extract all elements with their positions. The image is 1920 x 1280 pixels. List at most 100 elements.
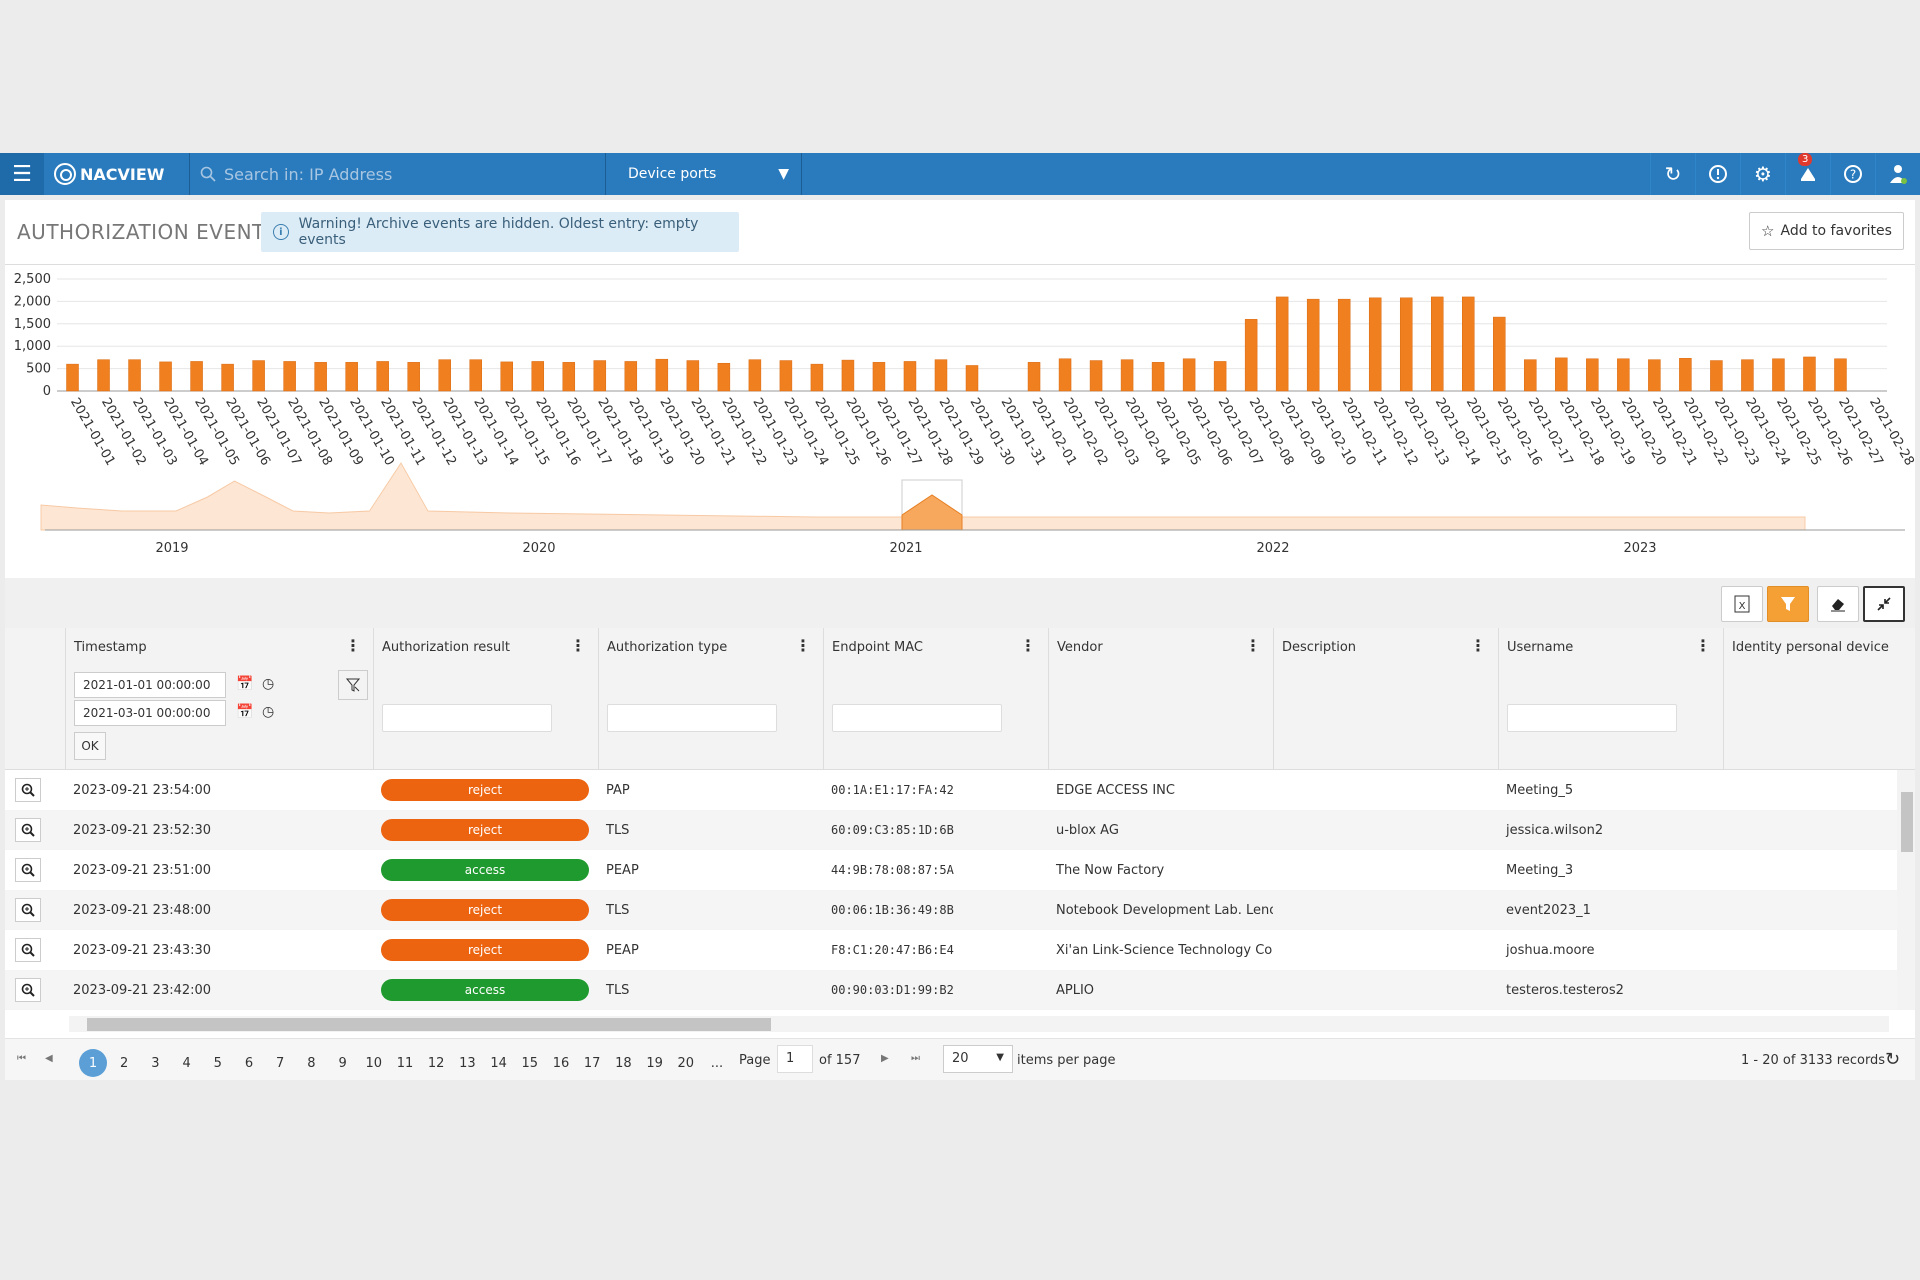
page-number[interactable]: 18 — [615, 1055, 632, 1071]
chart-bar[interactable] — [531, 361, 545, 392]
chart-bar[interactable] — [934, 359, 948, 392]
filter-input[interactable] — [607, 704, 777, 732]
export-excel-button[interactable]: X — [1721, 586, 1763, 622]
search-bar[interactable] — [190, 153, 606, 195]
next-page-icon[interactable]: ▶ — [881, 1053, 889, 1064]
page-number[interactable]: 13 — [459, 1055, 476, 1071]
chart-bar[interactable] — [1493, 316, 1506, 392]
chart-bar[interactable] — [500, 361, 513, 392]
hamburger-menu-icon[interactable]: ☰ — [0, 153, 44, 195]
zoom-in-icon[interactable] — [15, 938, 41, 962]
help-icon[interactable]: ? — [1830, 153, 1875, 195]
collapse-button[interactable] — [1863, 586, 1905, 622]
items-per-page-select[interactable]: 20 ▼ — [943, 1045, 1013, 1073]
chart-bar[interactable] — [1524, 359, 1537, 392]
chart-bar[interactable] — [903, 361, 917, 392]
chart-bar[interactable] — [562, 362, 576, 392]
alert-icon[interactable] — [1695, 153, 1740, 195]
add-to-favorites-button[interactable]: ☆ Add to favorites — [1749, 212, 1904, 250]
chart-bar[interactable] — [686, 360, 700, 392]
refresh-icon[interactable]: ↻ — [1885, 1049, 1901, 1070]
chart-bar[interactable] — [1182, 358, 1196, 392]
chart-bar[interactable] — [1089, 360, 1103, 392]
page-ellipsis[interactable]: ... — [710, 1055, 724, 1071]
chart-bar[interactable] — [1648, 359, 1661, 392]
chart-bar[interactable] — [779, 360, 793, 392]
chart-bar[interactable] — [376, 361, 389, 392]
search-scope-select[interactable]: Device ports ▼ — [606, 153, 802, 195]
chart-bar[interactable] — [1213, 361, 1227, 392]
page-number[interactable]: 17 — [583, 1055, 601, 1071]
chart-bar[interactable] — [128, 359, 141, 392]
refresh-icon[interactable]: ↻ — [1650, 153, 1695, 195]
chart-bar[interactable] — [1772, 358, 1785, 392]
page-input[interactable]: 1 — [777, 1045, 813, 1073]
date-to-input[interactable]: 2021-03-01 00:00:00 — [74, 700, 226, 726]
chart-bar[interactable] — [624, 361, 638, 392]
zoom-in-icon[interactable] — [15, 818, 41, 842]
filter-button[interactable] — [1767, 586, 1809, 622]
zoom-in-icon[interactable] — [15, 778, 41, 802]
chart-bar[interactable] — [1120, 359, 1134, 392]
page-number[interactable]: 7 — [276, 1055, 285, 1071]
page-number[interactable]: 5 — [213, 1055, 222, 1071]
chart-bar[interactable] — [66, 363, 79, 392]
search-input[interactable] — [222, 163, 582, 185]
chart-bar[interactable] — [593, 360, 607, 392]
chart-bar[interactable] — [1058, 358, 1072, 392]
page-number[interactable]: 19 — [646, 1055, 663, 1071]
user-icon[interactable] — [1875, 153, 1920, 195]
chart-bar[interactable] — [190, 361, 203, 392]
clock-icon[interactable]: ◷ — [262, 676, 275, 692]
page-number[interactable]: 2 — [120, 1055, 129, 1071]
clock-icon[interactable]: ◷ — [262, 704, 275, 720]
page-number[interactable]: 1 — [79, 1049, 107, 1077]
page-number[interactable]: 20 — [677, 1055, 695, 1071]
chart-bar[interactable] — [1462, 296, 1475, 392]
page-number[interactable]: 8 — [307, 1055, 316, 1071]
column-menu-icon[interactable]: ⋮ — [1020, 636, 1036, 655]
chart-bar[interactable] — [1244, 319, 1258, 392]
calendar-icon[interactable]: 📅 — [236, 704, 254, 720]
chart-bar[interactable] — [1368, 297, 1382, 392]
chart-bar[interactable] — [1834, 358, 1847, 392]
page-number[interactable]: 6 — [244, 1055, 254, 1071]
page-number[interactable]: 10 — [365, 1055, 383, 1071]
table-row[interactable]: 2023-09-21 23:43:30 reject PEAP F8:C1:20:47… — [5, 930, 1897, 970]
gear-icon[interactable]: ⚙ — [1740, 153, 1785, 195]
chart-bar[interactable] — [252, 360, 265, 392]
chart-bar[interactable] — [1151, 362, 1165, 392]
chart-bar[interactable] — [810, 363, 824, 392]
table-row[interactable]: 2023-09-21 23:54:00 reject PAP 00:1A:E1:17:… — [5, 770, 1897, 810]
vertical-scrollbar[interactable] — [1897, 770, 1915, 1010]
zoom-in-icon[interactable] — [15, 978, 41, 1002]
notifications-icon[interactable]: 3 — [1785, 153, 1830, 195]
date-from-input[interactable]: 2021-01-01 00:00:00 — [74, 672, 226, 698]
chart-bar[interactable] — [283, 361, 296, 392]
chart-bar[interactable] — [748, 359, 762, 392]
chart-bar[interactable] — [965, 365, 979, 392]
calendar-icon[interactable]: 📅 — [236, 676, 254, 692]
chart-bar[interactable] — [1027, 362, 1041, 392]
filter-input[interactable] — [382, 704, 552, 732]
page-number[interactable]: 12 — [427, 1055, 445, 1071]
prev-page-icon[interactable]: ◀ — [45, 1053, 53, 1064]
chart-bar[interactable] — [97, 359, 110, 392]
chart-bar[interactable] — [1306, 298, 1320, 392]
chart-bar[interactable] — [1275, 296, 1289, 392]
table-row[interactable]: 2023-09-21 23:52:30 reject TLS 60:09:C3:85:… — [5, 810, 1897, 850]
column-menu-icon[interactable]: ⋮ — [1695, 636, 1711, 655]
zoom-in-icon[interactable] — [15, 898, 41, 922]
chart-bar[interactable] — [841, 359, 855, 392]
date-ok-button[interactable]: OK — [74, 732, 106, 760]
first-page-icon[interactable]: ⏮ — [17, 1053, 26, 1064]
brand-logo[interactable]: NACVIEW — [44, 153, 190, 195]
table-row[interactable]: 2023-09-21 23:51:00 access PEAP 44:9B:78:08… — [5, 850, 1897, 890]
chart-bar[interactable] — [345, 362, 358, 392]
column-menu-icon[interactable]: ⋮ — [1470, 636, 1486, 655]
chart-bar[interactable] — [221, 363, 234, 392]
eraser-button[interactable] — [1817, 586, 1859, 622]
page-number[interactable]: 3 — [151, 1055, 160, 1071]
chart-bar[interactable] — [872, 362, 886, 392]
chart-bar[interactable] — [1710, 360, 1723, 392]
